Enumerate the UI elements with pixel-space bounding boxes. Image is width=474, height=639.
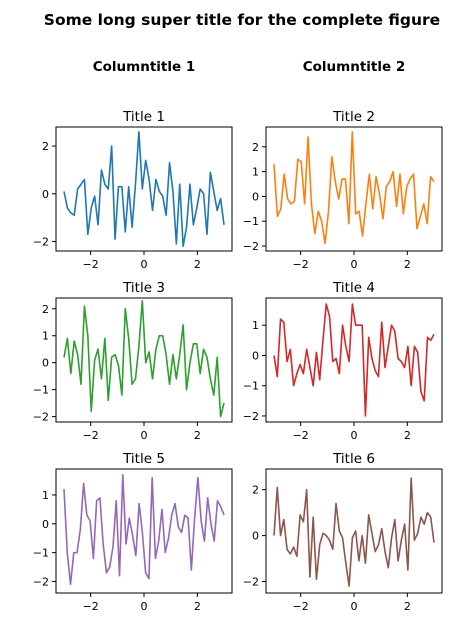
y-tick-label: 2 (42, 140, 49, 153)
y-tick-label: −2 (243, 576, 259, 589)
y-tick-label: 0 (252, 530, 259, 543)
y-tick-label: −2 (243, 240, 259, 253)
subplot-title: Title 1 (122, 109, 165, 125)
x-tick-label: −2 (83, 600, 99, 613)
y-tick-label: 1 (252, 319, 259, 332)
subplot-1: Title 1 −2 0 2 −2 0 2 (33, 109, 233, 271)
series-line (63, 299, 225, 418)
y-tick-label: 2 (42, 303, 49, 316)
x-tick-label: 0 (141, 258, 148, 271)
x-tick-label: −2 (293, 258, 309, 271)
subplot-title: Title 2 (332, 109, 375, 125)
x-tick-label: −2 (293, 600, 309, 613)
subplot-5: Title 5 −2 0 2 −2 −1 0 1 (33, 451, 233, 613)
subplot-title: Title 5 (122, 451, 165, 467)
subplot-title: Title 3 (122, 280, 165, 296)
column-title-1: Columntitle 1 (93, 59, 196, 75)
y-tick-label: −2 (33, 575, 49, 588)
y-tick-label: −1 (33, 384, 49, 397)
y-tick-label: 2 (252, 484, 259, 497)
y-tick-label: 0 (252, 190, 259, 203)
series-line (273, 303, 435, 417)
subplot-2: Title 2 −2 0 2 −2 −1 0 1 2 (243, 109, 443, 271)
subplot-6: Title 6 −2 0 2 −2 0 2 (243, 451, 443, 613)
series-line (63, 473, 225, 586)
y-tick-label: 1 (252, 166, 259, 179)
y-tick-label: −1 (33, 547, 49, 560)
x-tick-label: −2 (293, 429, 309, 442)
y-tick-label: 2 (252, 141, 259, 154)
subplot-title: Title 6 (332, 451, 375, 467)
axes-frame (265, 468, 443, 594)
column-title-2: Columntitle 2 (303, 59, 406, 75)
subplot-3: Title 3 −2 0 2 −2 −1 0 1 2 (33, 280, 233, 442)
y-tick-label: −1 (243, 380, 259, 393)
x-tick-label: 2 (404, 258, 411, 271)
series-line (63, 130, 225, 248)
y-tick-label: 0 (42, 518, 49, 531)
x-tick-label: −2 (83, 258, 99, 271)
axes-frame (55, 126, 233, 252)
x-tick-label: 0 (141, 429, 148, 442)
y-tick-label: −2 (33, 411, 49, 424)
x-tick-label: 2 (404, 600, 411, 613)
y-tick-label: −2 (33, 235, 49, 248)
y-tick-label: −2 (243, 410, 259, 423)
x-tick-label: 2 (194, 429, 201, 442)
x-tick-label: 2 (194, 600, 201, 613)
x-tick-label: 0 (351, 600, 358, 613)
x-tick-label: −2 (83, 429, 99, 442)
y-tick-label: 0 (42, 188, 49, 201)
y-tick-label: −1 (243, 215, 259, 228)
x-tick-label: 0 (351, 429, 358, 442)
y-tick-label: 1 (42, 489, 49, 502)
x-tick-label: 0 (141, 600, 148, 613)
y-tick-label: 0 (252, 349, 259, 362)
y-tick-label: 1 (42, 330, 49, 343)
y-tick-label: 0 (42, 357, 49, 370)
subplot-4: Title 4 −2 0 2 −2 −1 0 1 (243, 280, 443, 442)
x-tick-label: 0 (351, 258, 358, 271)
figure-suptitle: Some long super title for the complete f… (44, 11, 440, 29)
subplot-title: Title 4 (332, 280, 375, 296)
series-line (273, 477, 435, 587)
series-line (273, 131, 435, 245)
x-tick-label: 2 (404, 429, 411, 442)
x-tick-label: 2 (194, 258, 201, 271)
